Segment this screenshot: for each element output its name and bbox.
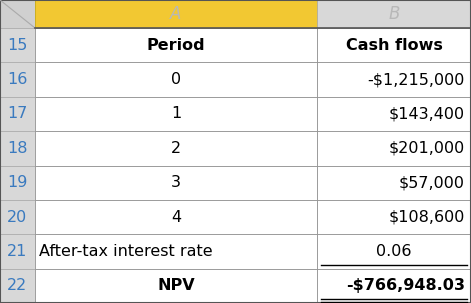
Bar — [317, 165, 471, 200]
Bar — [0, 97, 35, 131]
Text: 15: 15 — [8, 38, 28, 53]
Bar — [317, 131, 471, 165]
Text: 17: 17 — [8, 106, 28, 122]
Text: -$1,215,000: -$1,215,000 — [368, 72, 465, 87]
Text: B: B — [388, 5, 400, 23]
Bar — [0, 200, 35, 234]
Bar — [35, 269, 317, 303]
Bar — [35, 234, 317, 269]
Bar — [35, 200, 317, 234]
Text: $143,400: $143,400 — [389, 106, 465, 122]
Text: -$766,948.03: -$766,948.03 — [346, 278, 465, 293]
Text: Cash flows: Cash flows — [346, 38, 442, 53]
Bar — [0, 62, 35, 97]
Text: After-tax interest rate: After-tax interest rate — [39, 244, 212, 259]
Text: Period: Period — [146, 38, 205, 53]
Bar — [317, 200, 471, 234]
Bar — [0, 131, 35, 165]
Bar — [317, 62, 471, 97]
Bar — [35, 165, 317, 200]
Text: $201,000: $201,000 — [389, 141, 465, 156]
Text: 1: 1 — [171, 106, 181, 122]
Text: 18: 18 — [7, 141, 28, 156]
Text: 16: 16 — [8, 72, 28, 87]
Text: 0: 0 — [171, 72, 181, 87]
Bar — [35, 0, 317, 28]
Bar — [317, 97, 471, 131]
Bar — [35, 62, 317, 97]
Bar — [0, 28, 35, 62]
Text: 0.06: 0.06 — [376, 244, 412, 259]
Text: 21: 21 — [8, 244, 28, 259]
Bar — [35, 97, 317, 131]
Bar — [317, 0, 471, 28]
Bar — [35, 28, 317, 62]
Bar — [0, 165, 35, 200]
Bar — [317, 269, 471, 303]
Bar — [317, 234, 471, 269]
Text: NPV: NPV — [157, 278, 195, 293]
Text: $57,000: $57,000 — [399, 175, 465, 190]
Text: 4: 4 — [171, 210, 181, 225]
Text: 20: 20 — [8, 210, 28, 225]
Text: 3: 3 — [171, 175, 181, 190]
Bar — [0, 269, 35, 303]
Text: 19: 19 — [8, 175, 28, 190]
Text: 22: 22 — [8, 278, 28, 293]
Bar — [0, 0, 35, 28]
Text: A: A — [171, 5, 182, 23]
Text: 2: 2 — [171, 141, 181, 156]
Bar — [317, 28, 471, 62]
Text: $108,600: $108,600 — [389, 210, 465, 225]
Bar — [0, 234, 35, 269]
Bar — [35, 131, 317, 165]
